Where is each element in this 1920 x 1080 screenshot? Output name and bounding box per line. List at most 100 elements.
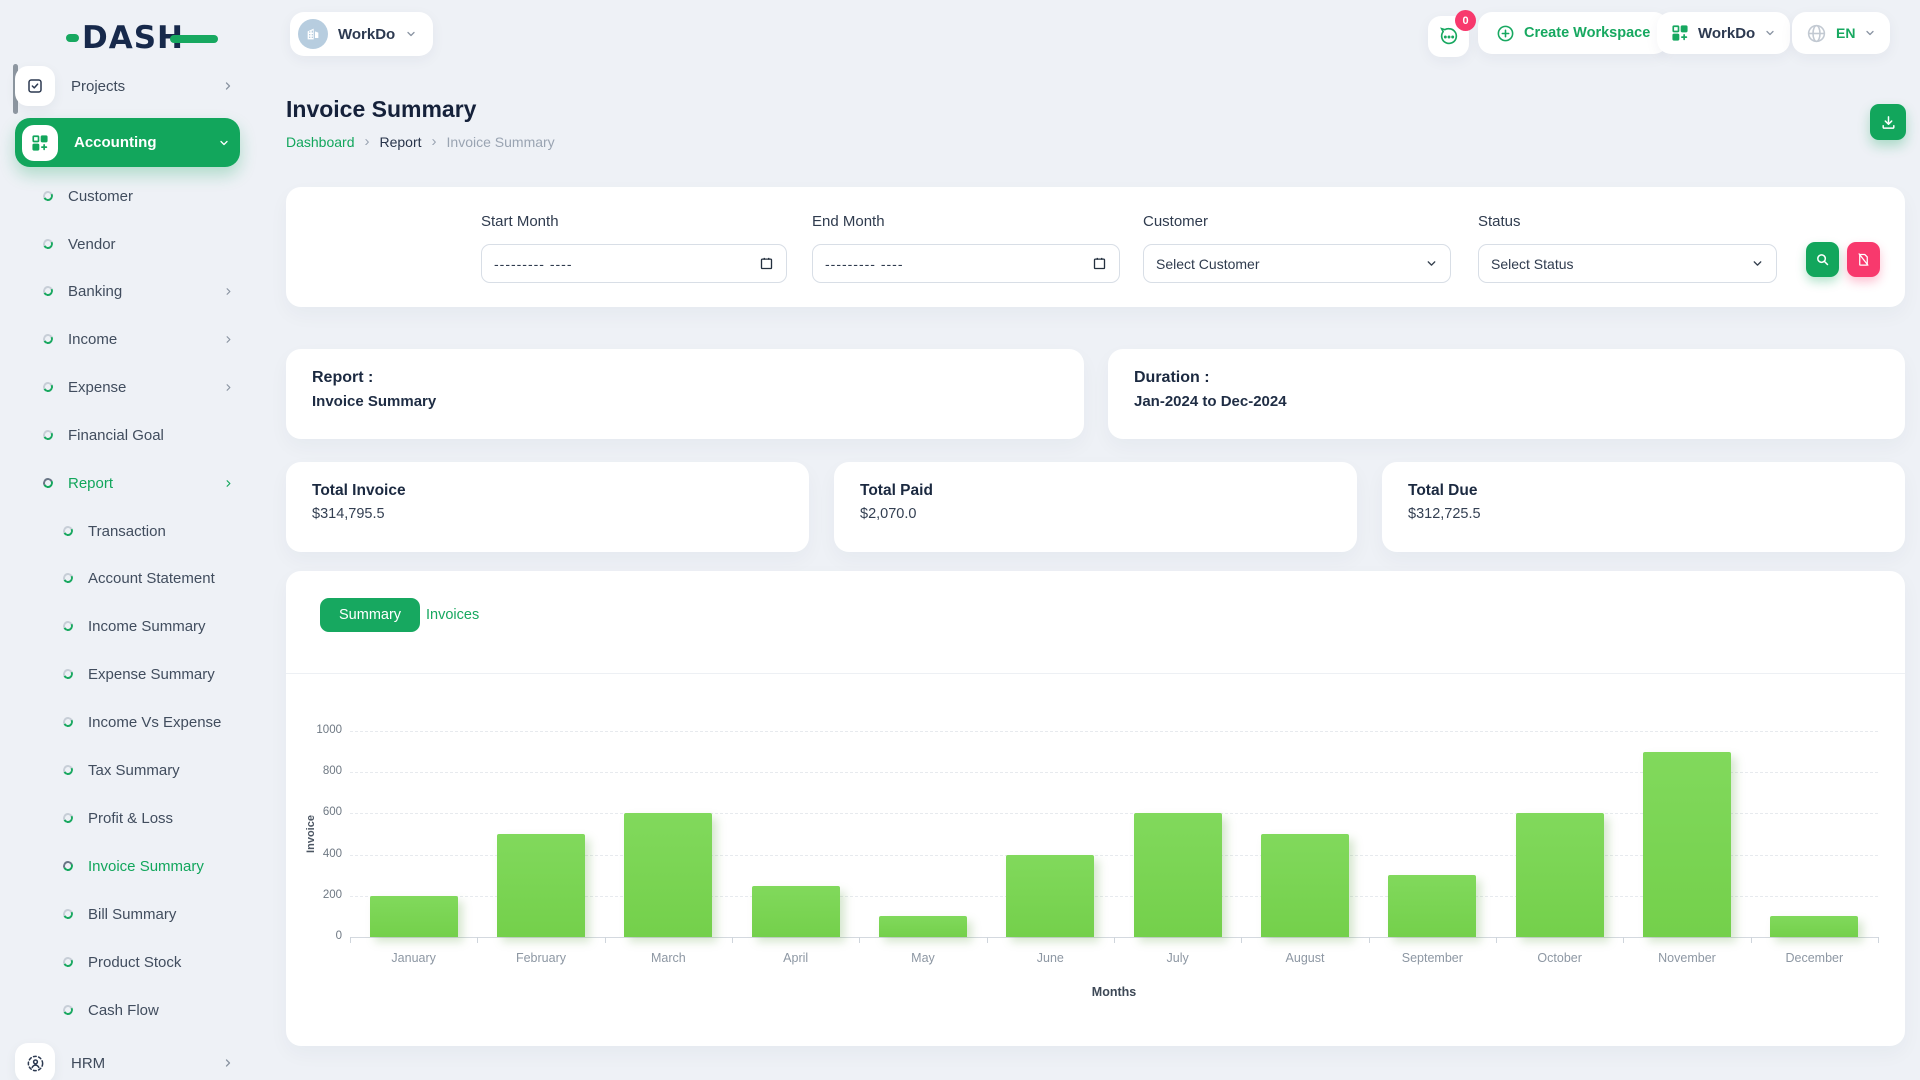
sidebar-item-hrm[interactable]: HRM [15, 1043, 240, 1080]
bullet-ring-icon [41, 237, 55, 251]
sidebar-item-bill-summary[interactable]: Bill Summary [15, 896, 240, 932]
workspace-menu[interactable]: WorkDo [1657, 12, 1791, 54]
bar-may [879, 916, 967, 937]
start-month-input[interactable]: --------- ---- [481, 244, 787, 283]
duration-info-card: Duration : Jan-2024 to Dec-2024 [1108, 349, 1905, 439]
x-axis-tick [1241, 937, 1243, 943]
sidebar-item-customer[interactable]: Customer [15, 178, 240, 214]
start-month-label: Start Month [481, 213, 559, 230]
sidebar-item-financial-goal[interactable]: Financial Goal [15, 417, 240, 453]
sidebar-item-label: Income [68, 330, 118, 348]
chevron-right-icon: › [431, 133, 437, 150]
sidebar-item-tax-summary[interactable]: Tax Summary [15, 752, 240, 788]
sidebar-item-accounting[interactable]: Accounting [15, 118, 240, 167]
building-icon [298, 19, 328, 49]
create-workspace-label: Create Workspace [1524, 25, 1651, 41]
page-title: Invoice Summary [286, 96, 477, 122]
x-axis-tick [986, 937, 988, 943]
tab-invoices[interactable]: Invoices [426, 607, 480, 623]
chevron-right-icon: › [364, 133, 370, 150]
bullet-ring-icon [61, 907, 75, 921]
grid-plus-icon [1671, 24, 1689, 42]
divider [286, 673, 1905, 674]
sidebar-item-banking[interactable]: Banking [15, 273, 240, 309]
report-info-value: Invoice Summary [312, 393, 437, 410]
chevron-down-icon [1425, 257, 1438, 270]
sidebar-item-vendor[interactable]: Vendor [15, 226, 240, 262]
logo-accent-left [66, 34, 79, 42]
gridline [350, 854, 1878, 856]
calendar-icon [759, 256, 774, 271]
download-button[interactable] [1870, 104, 1906, 140]
sidebar-item-account-statement[interactable]: Account Statement [15, 560, 240, 596]
bar-december [1770, 916, 1859, 937]
bullet-ring-icon [61, 859, 75, 873]
sidebar-item-label: Report [68, 474, 114, 492]
bullet-ring-icon [41, 332, 55, 346]
x-axis-tick [477, 937, 479, 943]
status-select[interactable]: Select Status [1478, 244, 1777, 283]
language-menu[interactable]: EN [1792, 12, 1891, 54]
x-axis-tick [1878, 937, 1879, 943]
chat-bubble-icon [1438, 26, 1460, 48]
logo-text: DASH [82, 20, 184, 56]
bar-march [624, 813, 713, 937]
sidebar-item-income[interactable]: Income [15, 321, 240, 357]
bullet-ring-icon [41, 428, 55, 442]
bullet-ring-icon [61, 571, 75, 585]
chevron-right-icon [223, 334, 234, 345]
sidebar-item-label: Expense [68, 378, 127, 396]
customer-select[interactable]: Select Customer [1143, 244, 1451, 283]
x-axis-tick [1368, 937, 1370, 943]
x-axis-tick [859, 937, 861, 943]
chart-x-axis-title: Months [1091, 985, 1137, 999]
sidebar-item-label: Product Stock [88, 953, 182, 971]
bar-april [751, 885, 840, 937]
summary-chart-card: Summary Invoices Invoice Months 0 200 400 6… [286, 571, 1905, 1046]
chevron-right-icon [223, 382, 234, 393]
gridline [350, 772, 1878, 774]
apply-filter-button[interactable] [1806, 242, 1839, 277]
sidebar-item-transaction[interactable]: Transaction [15, 513, 240, 549]
workspace-selector[interactable]: WorkDo [290, 12, 434, 56]
sidebar-item-label: Income Vs Expense [88, 713, 222, 731]
x-axis-tick-label: February [515, 951, 566, 965]
language-label: EN [1836, 25, 1856, 41]
sidebar-item-cash-flow[interactable]: Cash Flow [15, 992, 240, 1028]
sidebar-item-expense-summary[interactable]: Expense Summary [15, 656, 240, 692]
end-month-value: --------- ---- [825, 255, 904, 272]
create-workspace-button[interactable]: Create Workspace [1478, 12, 1669, 54]
bar-september [1388, 875, 1477, 937]
sidebar-item-income-summary[interactable]: Income Summary [15, 608, 240, 644]
workspace-menu-label: WorkDo [1698, 24, 1756, 42]
bullet-ring-icon [61, 955, 75, 969]
sidebar-item-income-vs-expense[interactable]: Income Vs Expense [15, 704, 240, 740]
sidebar-item-label: Bill Summary [88, 905, 177, 923]
breadcrumb-dashboard[interactable]: Dashboard [286, 133, 355, 150]
messages-button[interactable]: 0 [1428, 10, 1476, 57]
sidebar-item-label: Income Summary [88, 617, 206, 635]
y-axis-tick-label: 1000 [316, 724, 342, 736]
stat-card-total-invoice: Total Invoice $314,795.5 [286, 462, 809, 552]
bar-june [1006, 854, 1095, 937]
x-axis-tick [1496, 937, 1497, 943]
sidebar-item-report[interactable]: Report [15, 465, 240, 501]
breadcrumb-report[interactable]: Report [379, 133, 422, 150]
reset-filter-button[interactable] [1847, 242, 1880, 277]
chevron-down-icon [1764, 27, 1776, 39]
stat-card-total-paid: Total Paid $2,070.0 [834, 462, 1357, 552]
sidebar-item-invoice-summary[interactable]: Invoice Summary [15, 848, 240, 884]
sidebar-item-profit-loss[interactable]: Profit & Loss [15, 800, 240, 836]
sidebar-item-product-stock[interactable]: Product Stock [15, 944, 240, 980]
filter-panel: Start Month --------- ---- End Month ---… [286, 187, 1905, 307]
y-axis-tick-label: 800 [322, 765, 342, 778]
status-select-value: Select Status [1491, 255, 1574, 272]
app-logo[interactable]: DASH [66, 20, 218, 56]
tab-summary[interactable]: Summary [320, 598, 421, 632]
sidebar-item-projects[interactable]: Projects [15, 66, 240, 106]
report-info-card: Report : Invoice Summary [286, 349, 1084, 439]
bullet-ring-icon [61, 667, 75, 681]
sidebar-item-expense[interactable]: Expense [15, 369, 240, 405]
end-month-input[interactable]: --------- ---- [812, 244, 1120, 283]
chevron-down-icon [218, 137, 230, 149]
